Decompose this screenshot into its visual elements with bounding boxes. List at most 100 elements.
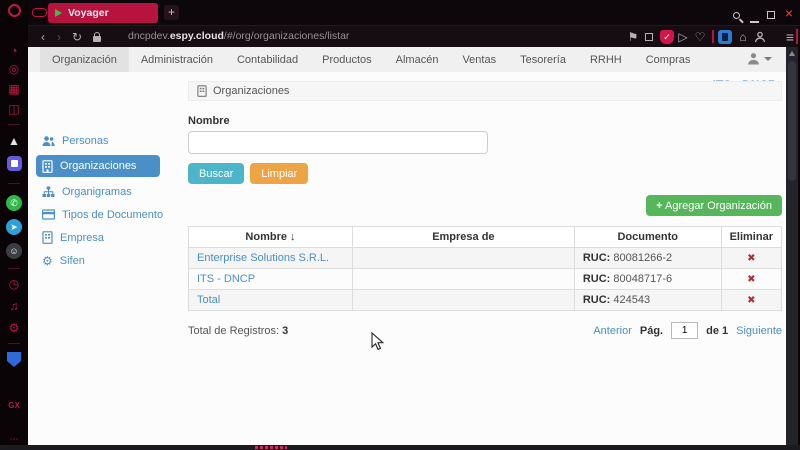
gx-label: GX xyxy=(8,401,20,410)
panel-header: Organizaciones xyxy=(188,81,782,101)
sidebar-item-sifen[interactable]: ⚙ Sifen xyxy=(36,249,160,272)
tab-productos[interactable]: Productos xyxy=(322,53,372,66)
tab-rrhh[interactable]: RRHH xyxy=(589,53,622,66)
empresa-cell xyxy=(351,268,575,290)
menu-icon[interactable]: ≡ xyxy=(785,28,795,45)
notifications-icon[interactable]: ◎ xyxy=(8,62,20,76)
browser-tab-voyager[interactable]: Voyager xyxy=(48,3,158,23)
app-page: Organización Administración Contabilidad… xyxy=(28,47,786,445)
profile-icon[interactable] xyxy=(753,26,767,47)
delete-icon[interactable]: ✖ xyxy=(720,247,783,269)
opera-gx-logo-icon[interactable] xyxy=(0,4,28,21)
col-empresa-de[interactable]: Empresa de xyxy=(351,226,575,248)
pin-icon[interactable]: ⚑ xyxy=(627,29,639,44)
rail-overflow-icon[interactable]: ⋯ xyxy=(9,434,19,444)
scrollbar-thumb[interactable] xyxy=(788,61,796,181)
twitch-icon[interactable] xyxy=(0,155,28,171)
extension-home-icon[interactable]: ⌂ xyxy=(739,29,747,44)
mods-icon[interactable]: ▦ xyxy=(8,82,20,96)
back-button[interactable]: ‹ xyxy=(41,29,45,44)
browser-side-rail: ◔ ◎ ▦ ◫ ▲ ✆ ➤ ☺ ◷ ♫ ⚙ GX ⋯ xyxy=(0,0,28,450)
org-name-link[interactable]: Enterprise Solutions S.R.L. xyxy=(188,247,353,269)
bottom-bar xyxy=(0,445,800,450)
sidebar-item-organigramas[interactable]: Organigramas xyxy=(36,180,160,203)
delete-icon[interactable]: ✖ xyxy=(720,289,783,311)
settings-gear-icon[interactable]: ⚙ xyxy=(8,321,20,335)
close-button[interactable]: × xyxy=(784,5,794,21)
delete-icon[interactable]: ✖ xyxy=(720,268,783,290)
tab-almacen[interactable]: Almacén xyxy=(395,53,439,66)
col-nombre[interactable]: Nombre ↓ xyxy=(188,226,353,248)
bookmark-heart-icon[interactable]: ♡ xyxy=(694,29,706,44)
org-name-link[interactable]: Total xyxy=(188,289,353,311)
reload-button[interactable]: ↻ xyxy=(71,29,83,44)
next-page-link[interactable]: Siguiente xyxy=(736,324,782,337)
tab-organizacion[interactable]: Organización xyxy=(40,47,129,72)
history-clock-icon[interactable]: ◷ xyxy=(8,277,20,291)
gx-corner-icon[interactable] xyxy=(32,8,47,17)
rail-divider xyxy=(8,343,20,344)
tab-administracion[interactable]: Administración xyxy=(140,53,213,66)
telegram-icon[interactable]: ➤ xyxy=(0,218,28,235)
documento-cell: RUC: 80081266-2 xyxy=(573,247,722,269)
lock-icon xyxy=(90,26,104,47)
col-documento[interactable]: Documento xyxy=(573,226,722,248)
extension-blue-icon[interactable] xyxy=(717,26,733,47)
vpn-shield-icon[interactable]: ✓ xyxy=(660,26,674,47)
sidebar-item-organizaciones[interactable]: Organizaciones xyxy=(36,155,160,177)
caret-down-icon xyxy=(764,56,772,61)
ublock-shield-icon[interactable] xyxy=(0,352,28,371)
pagination: Anterior Pág. de 1 Siguiente xyxy=(593,322,782,339)
table-header-row: Nombre ↓ Empresa de Documento Eliminar xyxy=(188,226,783,248)
documento-cell: RUC: 424543 xyxy=(573,289,722,311)
url-bar[interactable]: dncpdev.espy.cloud/#/org/organizaciones/… xyxy=(128,30,350,42)
sidebar-label: Empresa xyxy=(60,231,105,244)
form-buttons: Buscar Limpiar xyxy=(188,163,782,184)
user-icon xyxy=(748,53,759,65)
page-scrollbar[interactable] xyxy=(786,47,798,445)
window-edge xyxy=(798,26,800,450)
sidebar-item-tipos-de-documento[interactable]: Tipos de Documento xyxy=(36,203,164,226)
tab-ventas[interactable]: Ventas xyxy=(462,53,497,66)
whatsapp-icon[interactable]: ✆ xyxy=(0,194,28,211)
sidebar-label: Organizaciones xyxy=(60,160,137,172)
snapshot-icon[interactable] xyxy=(642,26,656,47)
sidebar-label: Tipos de Documento xyxy=(62,208,164,221)
table-row: ITS - DNCP RUC: 80048717-6 ✖ xyxy=(188,268,783,290)
scroll-up-arrow[interactable] xyxy=(789,51,795,56)
new-tab-button[interactable]: + xyxy=(164,5,179,20)
prev-page-link[interactable]: Anterior xyxy=(593,324,632,337)
table-footer: Total de Registros: 3 Anterior Pág. de 1… xyxy=(188,322,782,339)
clear-button[interactable]: Limpiar xyxy=(250,163,309,184)
add-row: + Agregar Organización xyxy=(188,195,782,216)
building-icon xyxy=(197,85,207,97)
gx-store-icon[interactable]: ◫ xyxy=(8,102,20,116)
tab-tesoreria[interactable]: Tesorería xyxy=(520,53,566,66)
sidebar-label: Sifen xyxy=(59,254,85,267)
search-button[interactable]: Buscar xyxy=(188,163,245,184)
sidebar-play-icon[interactable]: ▷ xyxy=(678,29,688,44)
speed-dial-icon[interactable]: ◔ xyxy=(10,44,18,58)
mouse-cursor xyxy=(371,332,385,351)
discord-icon[interactable]: ☺ xyxy=(0,242,28,259)
minimize-button[interactable] xyxy=(746,11,762,27)
name-input[interactable] xyxy=(188,131,488,154)
media-player-icon[interactable]: ♫ xyxy=(9,299,19,313)
tab-compras[interactable]: Compras xyxy=(645,53,691,66)
tab-contabilidad[interactable]: Contabilidad xyxy=(236,53,299,66)
total-records: Total de Registros: 3 xyxy=(188,324,289,337)
maximize-button[interactable] xyxy=(763,7,779,23)
app-sidebar: Personas Organizaciones Organigramas Tip… xyxy=(28,72,164,339)
search-icon[interactable] xyxy=(728,7,744,23)
page-number-input[interactable] xyxy=(671,322,699,339)
game-launcher-icon[interactable]: ▲ xyxy=(8,134,20,148)
forward-button[interactable]: › xyxy=(57,29,61,44)
sidebar-label: Personas xyxy=(62,134,109,147)
add-organization-button[interactable]: + Agregar Organización xyxy=(646,195,782,216)
sidebar-item-empresa[interactable]: Empresa xyxy=(36,226,160,249)
name-field-label: Nombre xyxy=(188,115,230,127)
sidebar-item-personas[interactable]: Personas xyxy=(36,129,160,152)
org-name-link[interactable]: ITS - DNCP xyxy=(188,268,353,290)
toolbar-separator xyxy=(711,26,715,47)
user-menu[interactable] xyxy=(747,52,772,65)
